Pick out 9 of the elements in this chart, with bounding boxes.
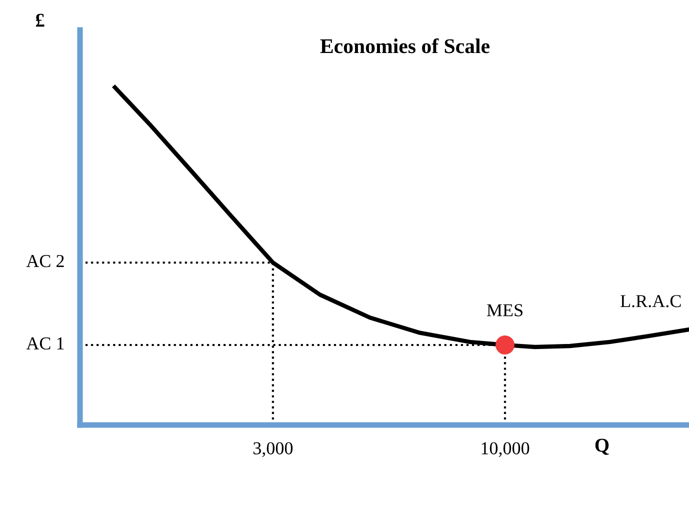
y-axis-title: £ [36, 14, 44, 27]
annotation: L.R.A.C [620, 295, 681, 308]
ref-line-label: AC 2 [26, 254, 64, 268]
annotation: MES [486, 304, 522, 316]
ref-line-label: AC 1 [26, 337, 64, 350]
x-axis-title: Q [595, 438, 609, 455]
chart-title: Economies of Scale [320, 38, 490, 54]
x-tick-label: 10,000 [482, 442, 530, 457]
x-tick-label: 3,000 [253, 442, 293, 457]
